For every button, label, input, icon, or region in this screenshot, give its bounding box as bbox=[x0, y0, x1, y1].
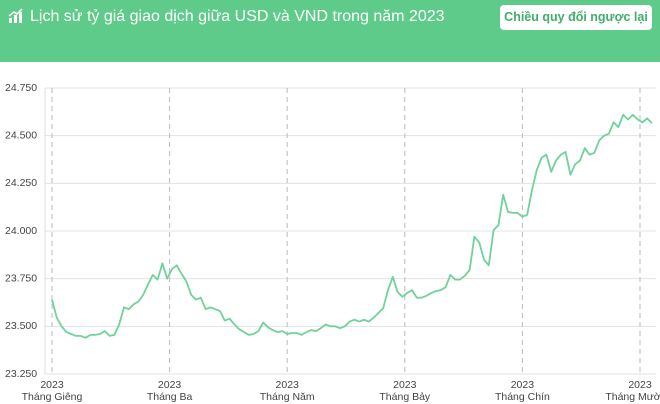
y-tick-label: 23.750 bbox=[5, 272, 37, 284]
x-tick-label: Tháng Mười ... bbox=[605, 391, 660, 403]
x-tick-label: Tháng Bảy bbox=[379, 391, 431, 403]
chart-icon bbox=[8, 8, 23, 23]
header: Lịch sử tỷ giá giao dịch giữa USD và VND… bbox=[0, 0, 660, 62]
y-tick-label: 24.000 bbox=[5, 225, 37, 237]
x-tick-year: 2023 bbox=[393, 379, 417, 391]
x-tick-year: 2023 bbox=[511, 379, 535, 391]
x-tick-year: 2023 bbox=[40, 379, 64, 391]
y-tick-label: 24.750 bbox=[5, 82, 37, 94]
x-tick-label: Tháng Năm bbox=[260, 391, 315, 403]
y-tick-label: 24.500 bbox=[5, 129, 37, 141]
x-tick-label: Tháng Ba bbox=[147, 391, 193, 403]
x-tick-label: Tháng Giêng bbox=[22, 391, 83, 403]
y-tick-label: 23.500 bbox=[5, 320, 37, 332]
line bbox=[51, 113, 653, 339]
x-tick-year: 2023 bbox=[628, 379, 652, 391]
y-tick-label: 23.250 bbox=[5, 368, 37, 380]
toggle-button[interactable]: Chiều quy đổi ngược lại bbox=[500, 5, 652, 30]
x-tick-label: Tháng Chín bbox=[495, 391, 550, 403]
chart-title: Lịch sử tỷ giá giao dịch giữa USD và VND… bbox=[30, 8, 445, 25]
x-tick-year: 2023 bbox=[158, 379, 182, 391]
y-tick-label: 24.250 bbox=[5, 177, 37, 189]
x-tick-year: 2023 bbox=[276, 379, 300, 391]
chart: 23.250 23.500 23.750 24.000 24.250 24.500 24.7… bbox=[5, 82, 660, 403]
